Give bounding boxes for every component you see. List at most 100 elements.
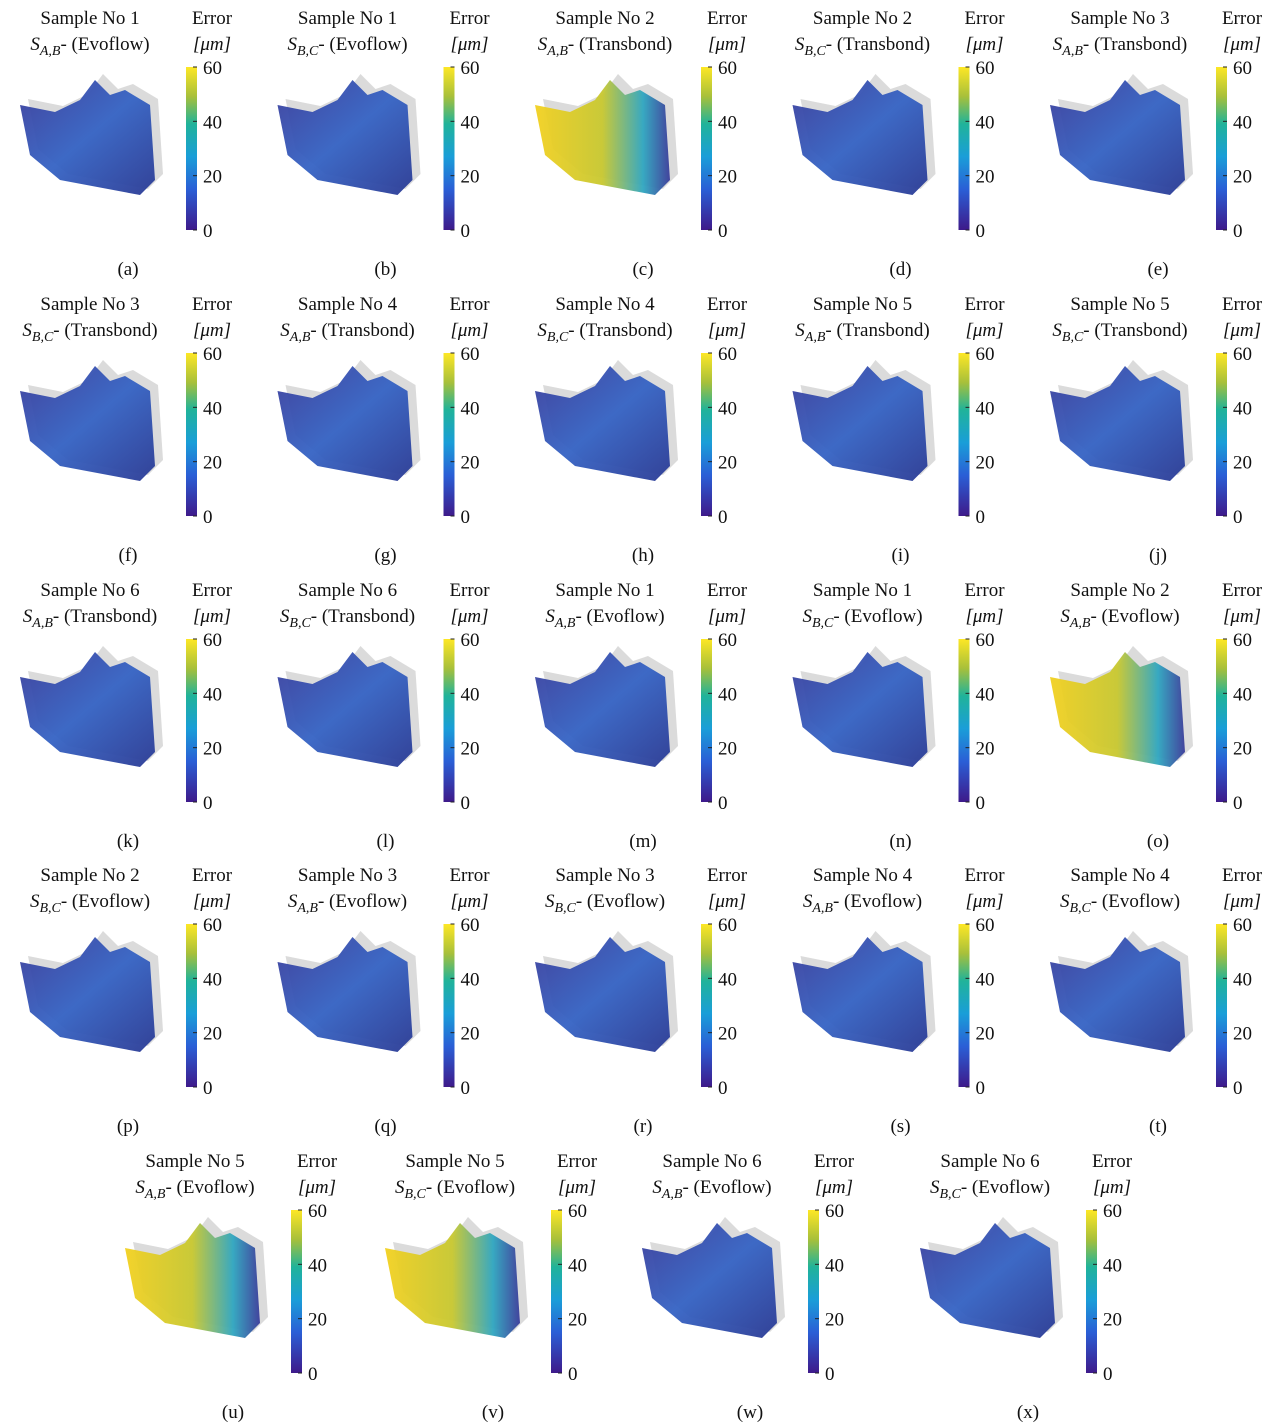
colorbar bbox=[1216, 67, 1227, 230]
colorbar-tick-label: 60 bbox=[1233, 344, 1252, 365]
panel-subtitle: SA,B- (Transbond) bbox=[23, 606, 157, 631]
model-render bbox=[793, 80, 928, 195]
colorbar-unit: [μm] bbox=[1223, 320, 1261, 341]
colorbar-title: Error bbox=[964, 294, 1005, 315]
colorbar-tick-label: 20 bbox=[203, 1024, 222, 1045]
panel: Sample No 1SB,C- (Evoflow)Error[μm]02040… bbox=[793, 580, 1006, 852]
colorbar-tick-label: 0 bbox=[1103, 1364, 1113, 1385]
surface-subscript: A,B bbox=[1069, 616, 1091, 631]
surface-suffix: - (Evoflow) bbox=[833, 891, 922, 912]
colorbar-unit: [μm] bbox=[965, 34, 1003, 55]
colorbar-title: Error bbox=[707, 865, 748, 886]
colorbar-tick-label: 0 bbox=[568, 1364, 578, 1385]
surface-suffix: - (Evoflow) bbox=[961, 1177, 1050, 1198]
colorbar bbox=[444, 924, 455, 1087]
panel: Sample No 5SB,C- (Transbond)Error[μm]020… bbox=[1050, 294, 1263, 566]
colorbar-tick-label: 40 bbox=[308, 1255, 327, 1276]
surface-subscript: A,B bbox=[661, 1187, 683, 1202]
colorbar-tick-label: 60 bbox=[1103, 1201, 1122, 1222]
colorbar-tick-label: 20 bbox=[568, 1310, 587, 1331]
panel-subtitle: SB,C- (Evoflow) bbox=[930, 1177, 1050, 1202]
panel-title: Sample No 6 bbox=[940, 1151, 1039, 1172]
colorbar-tick-label: 20 bbox=[461, 1024, 480, 1045]
panel-label: (m) bbox=[629, 831, 656, 852]
model-render bbox=[1050, 366, 1185, 481]
panel-label: (d) bbox=[889, 259, 911, 280]
colorbar-unit: [μm] bbox=[815, 1177, 853, 1198]
panel-subtitle: SA,B- (Transbond) bbox=[1053, 34, 1187, 59]
surface-suffix: - (Transbond) bbox=[53, 606, 157, 627]
surface-subscript: B,C bbox=[1069, 901, 1091, 916]
panel-label: (w) bbox=[737, 1402, 763, 1423]
colorbar-title: Error bbox=[1222, 294, 1263, 315]
model-render bbox=[1050, 80, 1185, 195]
colorbar-tick-label: 60 bbox=[718, 58, 737, 79]
colorbar-tick-label: 0 bbox=[976, 507, 986, 528]
colorbar-tick-label: 0 bbox=[1233, 793, 1243, 814]
panel: Sample No 3SA,B- (Transbond)Error[μm]020… bbox=[1050, 8, 1263, 280]
surface-suffix: - (Transbond) bbox=[826, 34, 930, 55]
colorbar-title: Error bbox=[192, 865, 233, 886]
surface-subscript: B,C bbox=[32, 330, 54, 345]
panel-subtitle: SB,C- (Evoflow) bbox=[395, 1177, 515, 1202]
colorbar-tick-label: 40 bbox=[718, 969, 737, 990]
panel-subtitle: SB,C- (Transbond) bbox=[795, 34, 930, 59]
colorbar-tick-label: 40 bbox=[1233, 969, 1252, 990]
surface-symbol: S bbox=[30, 891, 40, 912]
colorbar-unit: [μm] bbox=[708, 891, 746, 912]
panel-subtitle: SB,C- (Evoflow) bbox=[545, 891, 665, 916]
colorbar-unit: [μm] bbox=[450, 320, 488, 341]
panel: Sample No 2SA,B- (Evoflow)Error[μm]02040… bbox=[1050, 580, 1263, 852]
model-render bbox=[20, 937, 155, 1052]
panel-label: (j) bbox=[1149, 545, 1167, 566]
surface-subscript: B,C bbox=[554, 901, 576, 916]
colorbar-tick-label: 0 bbox=[203, 793, 213, 814]
panel-label: (h) bbox=[632, 545, 654, 566]
surface-suffix: - (Evoflow) bbox=[833, 606, 922, 627]
surface-symbol: S bbox=[280, 606, 290, 627]
surface-subscript: A,B bbox=[296, 901, 318, 916]
panel-subtitle: SA,B- (Evoflow) bbox=[803, 891, 922, 916]
colorbar bbox=[186, 924, 197, 1087]
colorbar-tick-label: 40 bbox=[461, 684, 480, 705]
colorbar-title: Error bbox=[707, 580, 748, 601]
surface-symbol: S bbox=[802, 606, 812, 627]
colorbar-tick-label: 0 bbox=[976, 793, 986, 814]
colorbar-tick-label: 0 bbox=[308, 1364, 318, 1385]
surface-subscript: A,B bbox=[804, 330, 826, 345]
colorbar bbox=[1216, 639, 1227, 802]
panel-label: (u) bbox=[222, 1402, 244, 1423]
colorbar-title: Error bbox=[964, 865, 1005, 886]
colorbar-tick-label: 20 bbox=[1103, 1310, 1122, 1331]
colorbar-tick-label: 0 bbox=[825, 1364, 835, 1385]
panel-subtitle: SA,B- (Evoflow) bbox=[30, 34, 149, 59]
colorbar-unit: [μm] bbox=[708, 34, 746, 55]
panel-title: Sample No 4 bbox=[298, 294, 398, 315]
colorbar-tick-label: 0 bbox=[461, 1078, 471, 1099]
colorbar bbox=[701, 353, 712, 516]
colorbar bbox=[186, 67, 197, 230]
colorbar-tick-label: 0 bbox=[461, 793, 471, 814]
colorbar bbox=[1216, 924, 1227, 1087]
colorbar-title: Error bbox=[192, 8, 233, 29]
colorbar-unit: [μm] bbox=[298, 1177, 336, 1198]
colorbar-tick-label: 20 bbox=[203, 453, 222, 474]
colorbar-tick-label: 60 bbox=[461, 630, 480, 651]
colorbar-tick-label: 40 bbox=[718, 684, 737, 705]
panel-title: Sample No 3 bbox=[555, 865, 654, 886]
panel: Sample No 2SA,B- (Transbond)Error[μm]020… bbox=[535, 8, 748, 280]
colorbar-tick-label: 0 bbox=[461, 221, 471, 242]
panel-label: (c) bbox=[632, 259, 653, 280]
colorbar-unit: [μm] bbox=[965, 606, 1003, 627]
panel: Sample No 6SB,C- (Evoflow)Error[μm]02040… bbox=[920, 1151, 1133, 1423]
colorbar-unit: [μm] bbox=[708, 320, 746, 341]
colorbar-tick-label: 40 bbox=[976, 969, 995, 990]
panel: Sample No 4SA,B- (Evoflow)Error[μm]02040… bbox=[793, 865, 1006, 1137]
panel-label: (q) bbox=[374, 1116, 396, 1137]
colorbar-tick-label: 20 bbox=[1233, 167, 1252, 188]
panel-title: Sample No 1 bbox=[40, 8, 139, 29]
panel-label: (p) bbox=[117, 1116, 139, 1137]
panel-subtitle: SB,C- (Transbond) bbox=[280, 606, 415, 631]
colorbar bbox=[1086, 1210, 1097, 1373]
colorbar-tick-label: 40 bbox=[461, 969, 480, 990]
